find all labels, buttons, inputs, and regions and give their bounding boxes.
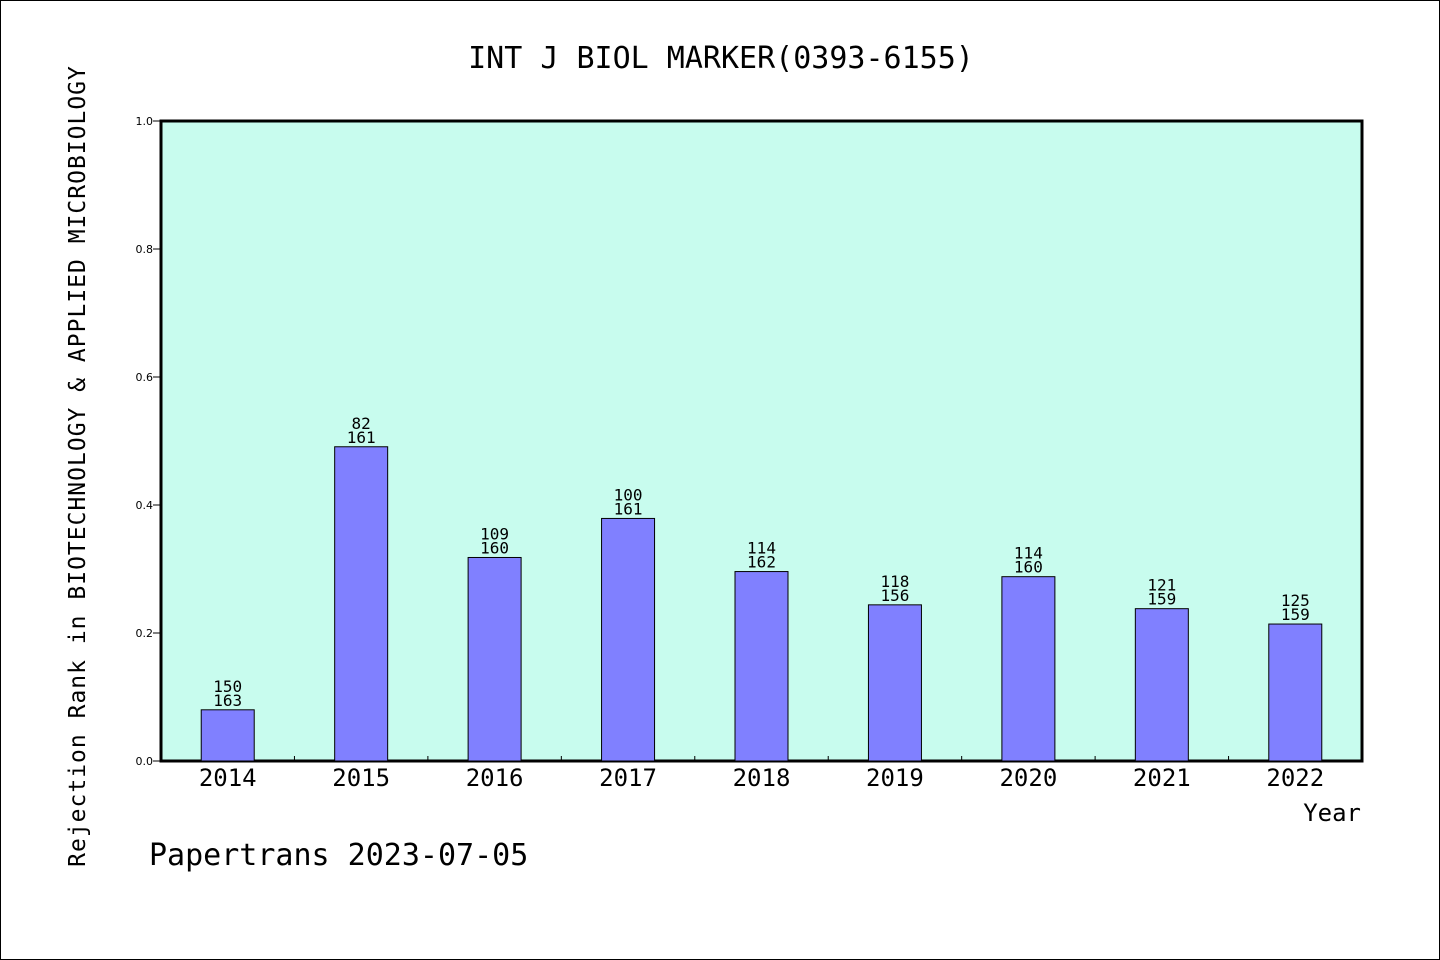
x-tick-label: 2020	[999, 764, 1057, 792]
x-tick-label: 2017	[599, 764, 657, 792]
bar-rank-label: 118	[880, 572, 909, 591]
bar-rank-label: 114	[1014, 544, 1043, 563]
x-tick-label: 2022	[1266, 764, 1324, 792]
bar-2017	[601, 517, 656, 762]
y-tick-label: 1.0	[136, 115, 154, 128]
bar-2016	[467, 556, 522, 762]
bar-2020	[1001, 576, 1056, 762]
bar-rank-label: 109	[480, 524, 509, 543]
bar-total-label: 159	[1281, 605, 1310, 624]
y-tick-label: 0.6	[136, 371, 154, 384]
x-axis-label: Year	[1303, 799, 1361, 827]
x-tick-label: 2015	[332, 764, 390, 792]
x-tick-label: 2019	[866, 764, 924, 792]
bar-total-label: 161	[614, 499, 643, 518]
y-axis-label: Rejection Rank in BIOTECHNOLOGY & APPLIE…	[65, 65, 91, 867]
bar-rank-label: 114	[747, 539, 776, 558]
y-tick-label: 0.8	[136, 243, 154, 256]
x-tick-label: 2018	[733, 764, 791, 792]
bar-total-label: 159	[1147, 590, 1176, 609]
bars-layer	[200, 446, 1323, 762]
bar-2018	[734, 571, 789, 762]
y-tick-label: 0.0	[136, 755, 154, 768]
bar-rank-label: 150	[213, 677, 242, 696]
bar-total-label: 163	[213, 691, 242, 710]
bar-2014	[200, 709, 255, 762]
bar-rank-label: 82	[352, 414, 371, 433]
bar-rank-label: 121	[1147, 576, 1176, 595]
bar-2021	[1134, 608, 1189, 762]
labels-layer: 1501632014821612015109160201610016120171…	[199, 414, 1324, 792]
bar-total-label: 156	[880, 586, 909, 605]
bar-total-label: 161	[347, 428, 376, 447]
bar-2015	[334, 446, 389, 762]
ticks-layer: 0.0 0.2 0.4 0.6 0.8 1.0	[136, 115, 1230, 768]
bar-rank-label: 125	[1281, 591, 1310, 610]
y-tick-label: 0.4	[136, 499, 154, 512]
x-tick-label: 2014	[199, 764, 257, 792]
bar-total-label: 160	[480, 538, 509, 557]
x-tick-label: 2021	[1133, 764, 1191, 792]
y-tick-label: 0.2	[136, 627, 154, 640]
bar-2019	[867, 604, 922, 762]
bar-2022	[1268, 623, 1323, 762]
x-tick-label: 2016	[466, 764, 524, 792]
bar-total-label: 160	[1014, 558, 1043, 577]
chart-title: INT J BIOL MARKER(0393-6155)	[468, 41, 974, 76]
footer-credit: Papertrans 2023-07-05	[149, 838, 528, 873]
bar-total-label: 162	[747, 553, 776, 572]
bar-rank-label: 100	[614, 485, 643, 504]
